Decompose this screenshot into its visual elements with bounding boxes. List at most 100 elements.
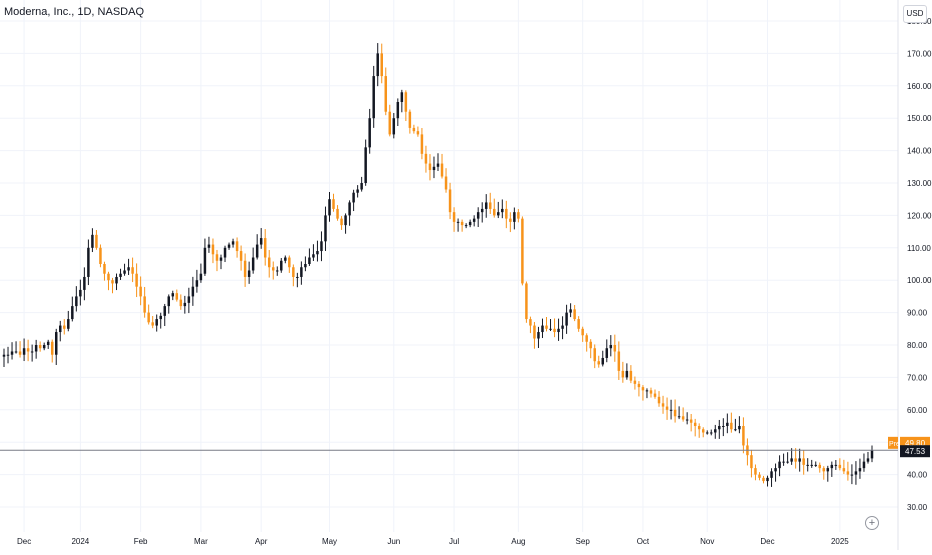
candle-body: [826, 468, 830, 472]
candle-body: [54, 332, 58, 355]
candle-body: [464, 225, 468, 227]
candle-body: [360, 183, 363, 190]
candle-body: [42, 345, 46, 349]
candle-body: [2, 354, 6, 357]
candle-body: [163, 306, 166, 316]
candle-body: [300, 267, 303, 277]
x-tick-label: Nov: [700, 537, 714, 546]
candle-body: [235, 241, 239, 252]
candle-body: [95, 234, 98, 248]
y-tick-label: 120.00: [907, 211, 932, 220]
last-price-badge: [900, 445, 930, 458]
last-price-value: 47.53: [905, 447, 926, 456]
y-tick-label: 30.00: [907, 503, 928, 512]
candle-body: [46, 341, 50, 345]
candle-body: [625, 370, 629, 378]
candle-body: [774, 468, 777, 472]
plus-circle-icon[interactable]: +: [865, 516, 879, 530]
candle-body: [742, 426, 745, 446]
candle-body: [328, 199, 331, 216]
candle-body: [484, 202, 488, 209]
candle-body: [207, 244, 211, 248]
candle-body: [400, 92, 404, 102]
candle-body: [758, 474, 761, 478]
candle-body: [296, 276, 299, 278]
candle-body: [38, 345, 42, 349]
candle-body: [593, 348, 596, 362]
candle-body: [123, 270, 126, 274]
candle-body: [243, 260, 247, 277]
candle-body: [348, 202, 351, 216]
candle-body: [633, 380, 637, 384]
candle-body: [585, 335, 588, 342]
candle-body: [364, 147, 367, 183]
candle-body: [460, 221, 464, 226]
candle-body: [191, 286, 195, 297]
candle-body: [730, 422, 733, 430]
candle-body: [336, 208, 339, 219]
candle-body: [601, 357, 605, 365]
candle-body: [99, 247, 102, 264]
candle-body: [846, 471, 850, 475]
pre-price-value: 49.80: [905, 439, 926, 448]
candle-body: [416, 131, 420, 135]
candle-body: [705, 432, 709, 434]
candle-body: [231, 241, 235, 245]
candle-body: [324, 215, 327, 242]
candle-body: [509, 218, 512, 222]
candle-body: [59, 325, 62, 333]
candle-body: [404, 92, 408, 112]
y-tick-label: 60.00: [907, 406, 928, 415]
candle-body: [689, 419, 693, 423]
candle-body: [621, 370, 625, 378]
x-tick-label: 2025: [831, 537, 849, 546]
candle-body: [505, 208, 508, 219]
candle-body: [488, 202, 492, 209]
candle-body: [91, 234, 94, 248]
candle-body: [292, 267, 295, 277]
candle-body: [143, 296, 146, 313]
candle-body: [669, 409, 673, 411]
candle-body: [50, 341, 54, 355]
candle-body: [497, 212, 500, 216]
x-tick-label: Sep: [576, 537, 591, 546]
candle-body: [665, 406, 669, 410]
candle-body: [565, 312, 568, 326]
candle-body: [710, 432, 713, 434]
x-tick-label: Feb: [134, 537, 148, 546]
candle-body: [750, 455, 753, 469]
candle-body: [167, 296, 171, 307]
candle-body: [284, 257, 287, 261]
candle-body: [255, 244, 259, 258]
candle-body: [183, 302, 187, 307]
candle-body: [782, 461, 785, 463]
candle-body: [722, 426, 725, 427]
y-tick-label: 170.00: [907, 49, 932, 58]
candle-body: [6, 354, 10, 356]
candle-body: [276, 270, 279, 272]
candle-body: [63, 325, 66, 329]
candle-body: [814, 464, 817, 466]
candle-body: [653, 393, 657, 397]
candle-body: [316, 251, 319, 255]
candle-body: [545, 325, 548, 329]
candle-body: [34, 345, 38, 352]
candle-body: [589, 341, 592, 349]
currency-button[interactable]: USD: [903, 5, 927, 23]
candle-body: [726, 422, 729, 426]
candle-body: [71, 306, 74, 320]
candle-body: [645, 390, 649, 392]
candle-body: [685, 419, 689, 421]
candle-body: [444, 176, 448, 190]
candle-body: [332, 199, 335, 209]
pre-tag-bg: [888, 436, 898, 449]
candle-body: [766, 477, 769, 482]
candle-body: [693, 422, 697, 426]
candle-body: [384, 76, 388, 112]
candle-body: [280, 260, 283, 271]
candle-body: [440, 163, 444, 177]
y-tick-label: 160.00: [907, 82, 932, 91]
candle-body: [376, 53, 379, 77]
